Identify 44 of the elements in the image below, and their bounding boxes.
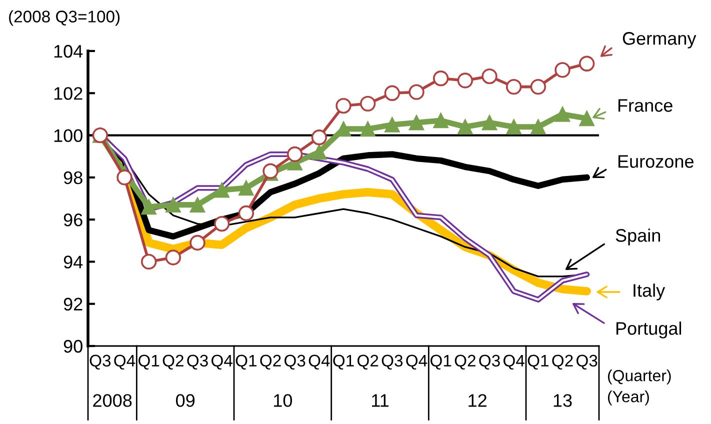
x-tick-label: Q4: [114, 354, 136, 370]
x-tick-label: Q2: [552, 354, 573, 370]
text: (Year): [608, 390, 649, 406]
y-axis-title: (2008 Q3=100): [9, 10, 120, 26]
text: 2008: [93, 394, 132, 407]
x-tick-label: Q3: [187, 354, 208, 370]
text: 09: [176, 394, 195, 407]
x-tick-label: Q2: [260, 354, 281, 370]
x-tick-label: Q2: [454, 354, 476, 370]
legend-label: Eurozone: [618, 155, 694, 168]
x-tick-label: Q1: [236, 354, 256, 370]
x-tick-label: Q4: [504, 354, 524, 370]
x-axis-title: (Quarter): [608, 370, 671, 384]
x-tick-label: Q4: [308, 354, 330, 370]
y-tick-label: 94: [64, 256, 83, 268]
x-tick-label: Q3: [284, 354, 306, 370]
text: 12: [468, 394, 486, 407]
x-tick-label: Q4: [212, 354, 232, 370]
y-tick-label: 100: [54, 129, 82, 142]
text: Portugal: [616, 322, 682, 338]
x-tick-label: Q1: [528, 354, 548, 370]
text: 13: [554, 394, 572, 407]
legend-label: Germany: [622, 32, 696, 48]
y-tick-label: 96: [64, 214, 82, 226]
legend-label: France: [618, 99, 672, 112]
x-tick-label: Q4: [406, 354, 428, 370]
y-tick-label: 104: [54, 44, 83, 58]
x-tick-label: Q3: [90, 354, 111, 370]
text: Spain: [616, 228, 660, 246]
x-tick-label: Q3: [576, 354, 598, 370]
x-tick-label: Q3: [479, 354, 500, 370]
legend-label: Italy: [634, 284, 666, 300]
x-tick-label: Q2: [162, 354, 184, 370]
y-tick-label: 98: [64, 171, 82, 184]
x-tick-label: Q2: [358, 354, 378, 370]
x-tick-label: Q3: [382, 354, 403, 370]
x-tick-label: Q1: [430, 354, 452, 370]
y-tick-label: 92: [64, 298, 82, 311]
y-tick-label: 102: [54, 87, 82, 100]
text: 11: [372, 394, 388, 407]
x-tick-label: Q1: [333, 354, 354, 370]
text: 10: [274, 394, 292, 407]
y-tick-label: 90: [64, 340, 82, 353]
x-tick-label: Q1: [138, 354, 160, 370]
